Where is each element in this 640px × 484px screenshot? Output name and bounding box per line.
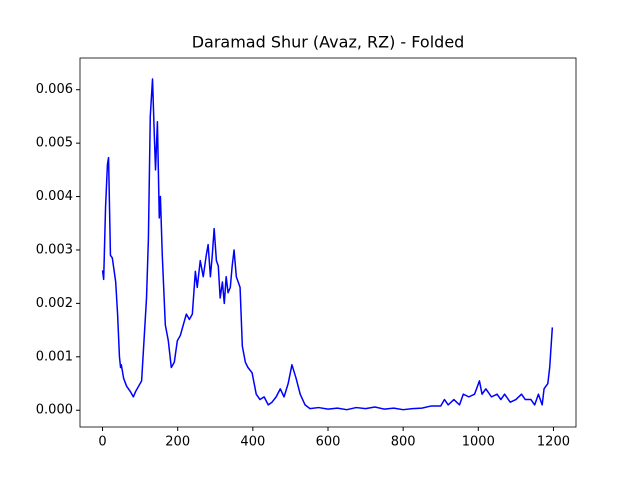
y-tick-label: 0.005 (36, 136, 73, 151)
y-tick-label: 0.004 (36, 189, 73, 204)
x-tick-label: 800 (391, 435, 416, 450)
x-tick-label: 600 (316, 435, 341, 450)
axes-frame (79, 57, 577, 428)
data-line (101, 78, 554, 411)
y-tick-label: 0.003 (36, 242, 73, 257)
chart-title: Daramad Shur (Avaz, RZ) - Folded (192, 33, 465, 52)
x-tick-label: 200 (165, 435, 190, 450)
y-tick-label: 0.000 (36, 403, 73, 418)
x-tick-label: 1200 (537, 435, 570, 450)
x-tick-label: 0 (98, 435, 106, 450)
y-tick-label: 0.002 (36, 296, 73, 311)
x-tick-label: 1000 (462, 435, 495, 450)
y-tick-label: 0.006 (36, 82, 73, 97)
x-tick-label: 400 (240, 435, 265, 450)
y-tick-label: 0.001 (36, 349, 73, 364)
